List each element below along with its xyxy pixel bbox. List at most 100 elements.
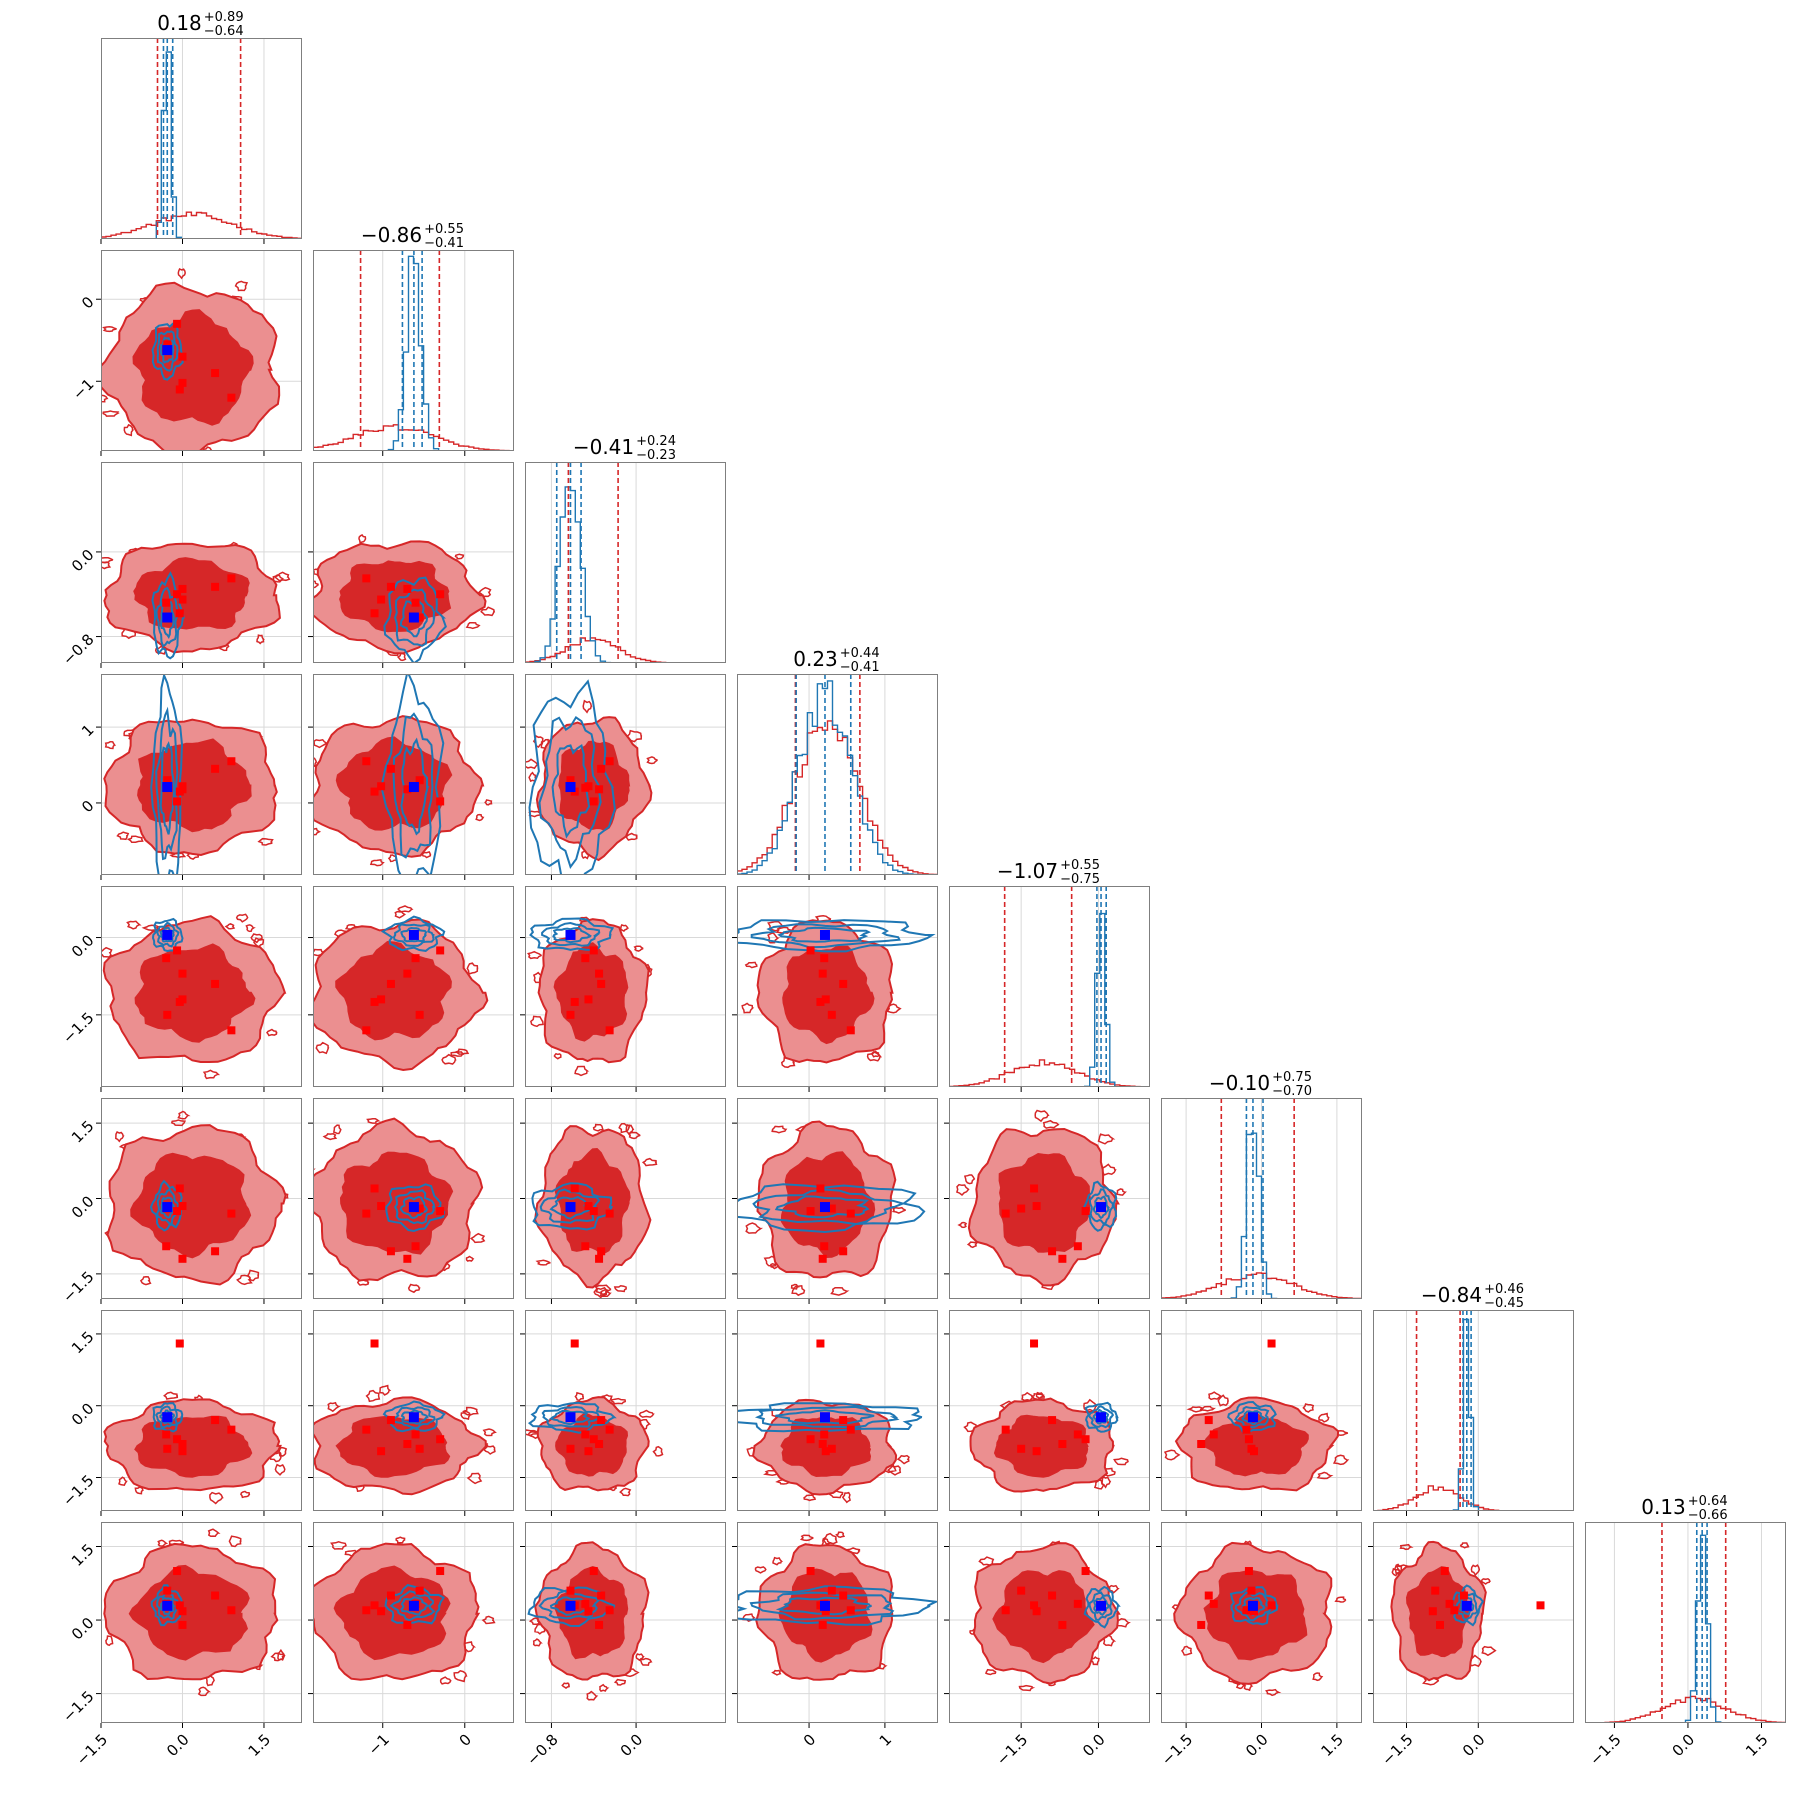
red-marker bbox=[163, 1444, 172, 1453]
histogram-panel-3: 0.23 +0.44−0.41 bbox=[737, 646, 938, 880]
red-contour-island bbox=[535, 1259, 551, 1266]
blue-contour bbox=[156, 1188, 180, 1225]
red-contour-inner bbox=[998, 1152, 1092, 1253]
red-marker bbox=[386, 764, 395, 773]
red-marker bbox=[386, 1591, 395, 1600]
red-contour-inner bbox=[1405, 1566, 1471, 1658]
red-marker bbox=[581, 954, 590, 963]
true-value-marker bbox=[565, 929, 576, 940]
blue-contour bbox=[754, 1405, 900, 1429]
true-value-marker bbox=[565, 1202, 576, 1213]
red-marker bbox=[163, 776, 172, 785]
red-marker bbox=[227, 757, 236, 766]
blue-contour bbox=[150, 674, 184, 875]
red-marker bbox=[436, 1567, 445, 1576]
red-contour-island bbox=[1093, 1479, 1105, 1490]
blue-contour bbox=[159, 1196, 176, 1219]
red-contour-island bbox=[450, 1051, 465, 1057]
red-contour-island bbox=[205, 1673, 215, 1687]
red-contour-island bbox=[313, 827, 322, 836]
red-marker bbox=[584, 1202, 593, 1211]
blue-contour bbox=[1234, 1405, 1270, 1429]
panel-frame bbox=[313, 886, 514, 1087]
red-contour-island bbox=[633, 945, 644, 952]
panel-frame bbox=[737, 886, 938, 1087]
red-marker bbox=[806, 946, 815, 955]
y-tick-label: 1 bbox=[78, 721, 97, 740]
red-contour-island bbox=[88, 360, 99, 366]
red-marker bbox=[589, 1567, 598, 1576]
red-contour-island bbox=[530, 1015, 544, 1028]
red-marker bbox=[597, 979, 606, 988]
red-contour-island bbox=[177, 1110, 191, 1120]
red-marker bbox=[173, 797, 182, 806]
red-marker bbox=[605, 757, 614, 766]
red-marker bbox=[846, 1026, 855, 1035]
true-value-marker bbox=[162, 1600, 173, 1611]
red-marker bbox=[1058, 1254, 1067, 1263]
red-contour-island bbox=[561, 1682, 571, 1690]
red-contour-island bbox=[102, 325, 117, 333]
red-marker bbox=[1247, 1444, 1256, 1453]
true-value-marker bbox=[162, 345, 173, 356]
true-value-marker bbox=[819, 929, 830, 940]
red-marker bbox=[173, 1567, 182, 1576]
blue-contour bbox=[380, 915, 446, 952]
blue-contour bbox=[527, 1586, 616, 1628]
red-marker bbox=[1440, 1567, 1449, 1576]
red-marker bbox=[589, 946, 598, 955]
red-marker bbox=[386, 582, 395, 591]
red-contour-island bbox=[886, 1465, 902, 1476]
red-contour-island bbox=[1163, 1449, 1181, 1461]
red-contour-inner bbox=[993, 1414, 1089, 1478]
contour-panel-4-1 bbox=[308, 886, 514, 1092]
red-marker bbox=[1197, 1620, 1206, 1629]
red-contour-island bbox=[771, 1669, 782, 1676]
red-marker bbox=[415, 776, 424, 785]
red-marker bbox=[1030, 1339, 1039, 1348]
red-contour-island bbox=[224, 922, 236, 930]
panel-frame bbox=[1373, 1522, 1574, 1723]
blue-contour bbox=[399, 1195, 429, 1220]
red-marker bbox=[570, 997, 579, 1006]
red-marker bbox=[436, 797, 445, 806]
blue-contour bbox=[775, 1409, 875, 1425]
red-marker bbox=[227, 1026, 236, 1035]
red-marker bbox=[386, 1416, 395, 1425]
red-contour-island bbox=[126, 920, 142, 930]
true-value-marker bbox=[819, 1600, 830, 1611]
red-marker bbox=[1428, 1607, 1437, 1616]
red-contour-island bbox=[593, 1286, 608, 1299]
red-contour-island bbox=[1318, 1412, 1330, 1423]
red-marker bbox=[175, 997, 184, 1006]
red-contour-island bbox=[469, 1232, 486, 1244]
red-marker bbox=[211, 1416, 220, 1425]
panel-frame bbox=[101, 38, 302, 239]
panel-title: 0.18 bbox=[157, 11, 202, 35]
y-tick-label: −1.5 bbox=[59, 1009, 97, 1047]
blue-contour bbox=[156, 1590, 180, 1621]
red-marker bbox=[839, 1591, 848, 1600]
red-marker bbox=[806, 1567, 815, 1576]
blue-contour bbox=[777, 926, 872, 943]
blue-histogram bbox=[101, 51, 302, 239]
blue-contour bbox=[150, 1584, 183, 1627]
true-value-marker bbox=[162, 1202, 173, 1213]
red-contour-island bbox=[475, 813, 485, 822]
red-marker bbox=[175, 609, 184, 618]
red-contour-island bbox=[256, 634, 265, 645]
panel-frame bbox=[737, 1310, 938, 1511]
red-marker bbox=[1431, 1586, 1440, 1595]
panel-frame bbox=[525, 886, 726, 1087]
y-tick-label: 1.5 bbox=[68, 1540, 98, 1570]
red-marker bbox=[1204, 1591, 1213, 1600]
red-marker bbox=[827, 1444, 836, 1453]
red-contour-island bbox=[1302, 1403, 1315, 1413]
red-marker bbox=[566, 1010, 575, 1019]
red-contour-island bbox=[365, 1389, 381, 1403]
blue-contour bbox=[737, 1183, 926, 1234]
red-contour-island bbox=[313, 580, 319, 589]
blue-contour bbox=[1084, 1401, 1119, 1433]
red-contour-island bbox=[582, 699, 593, 714]
blue-histogram bbox=[1373, 1318, 1574, 1511]
